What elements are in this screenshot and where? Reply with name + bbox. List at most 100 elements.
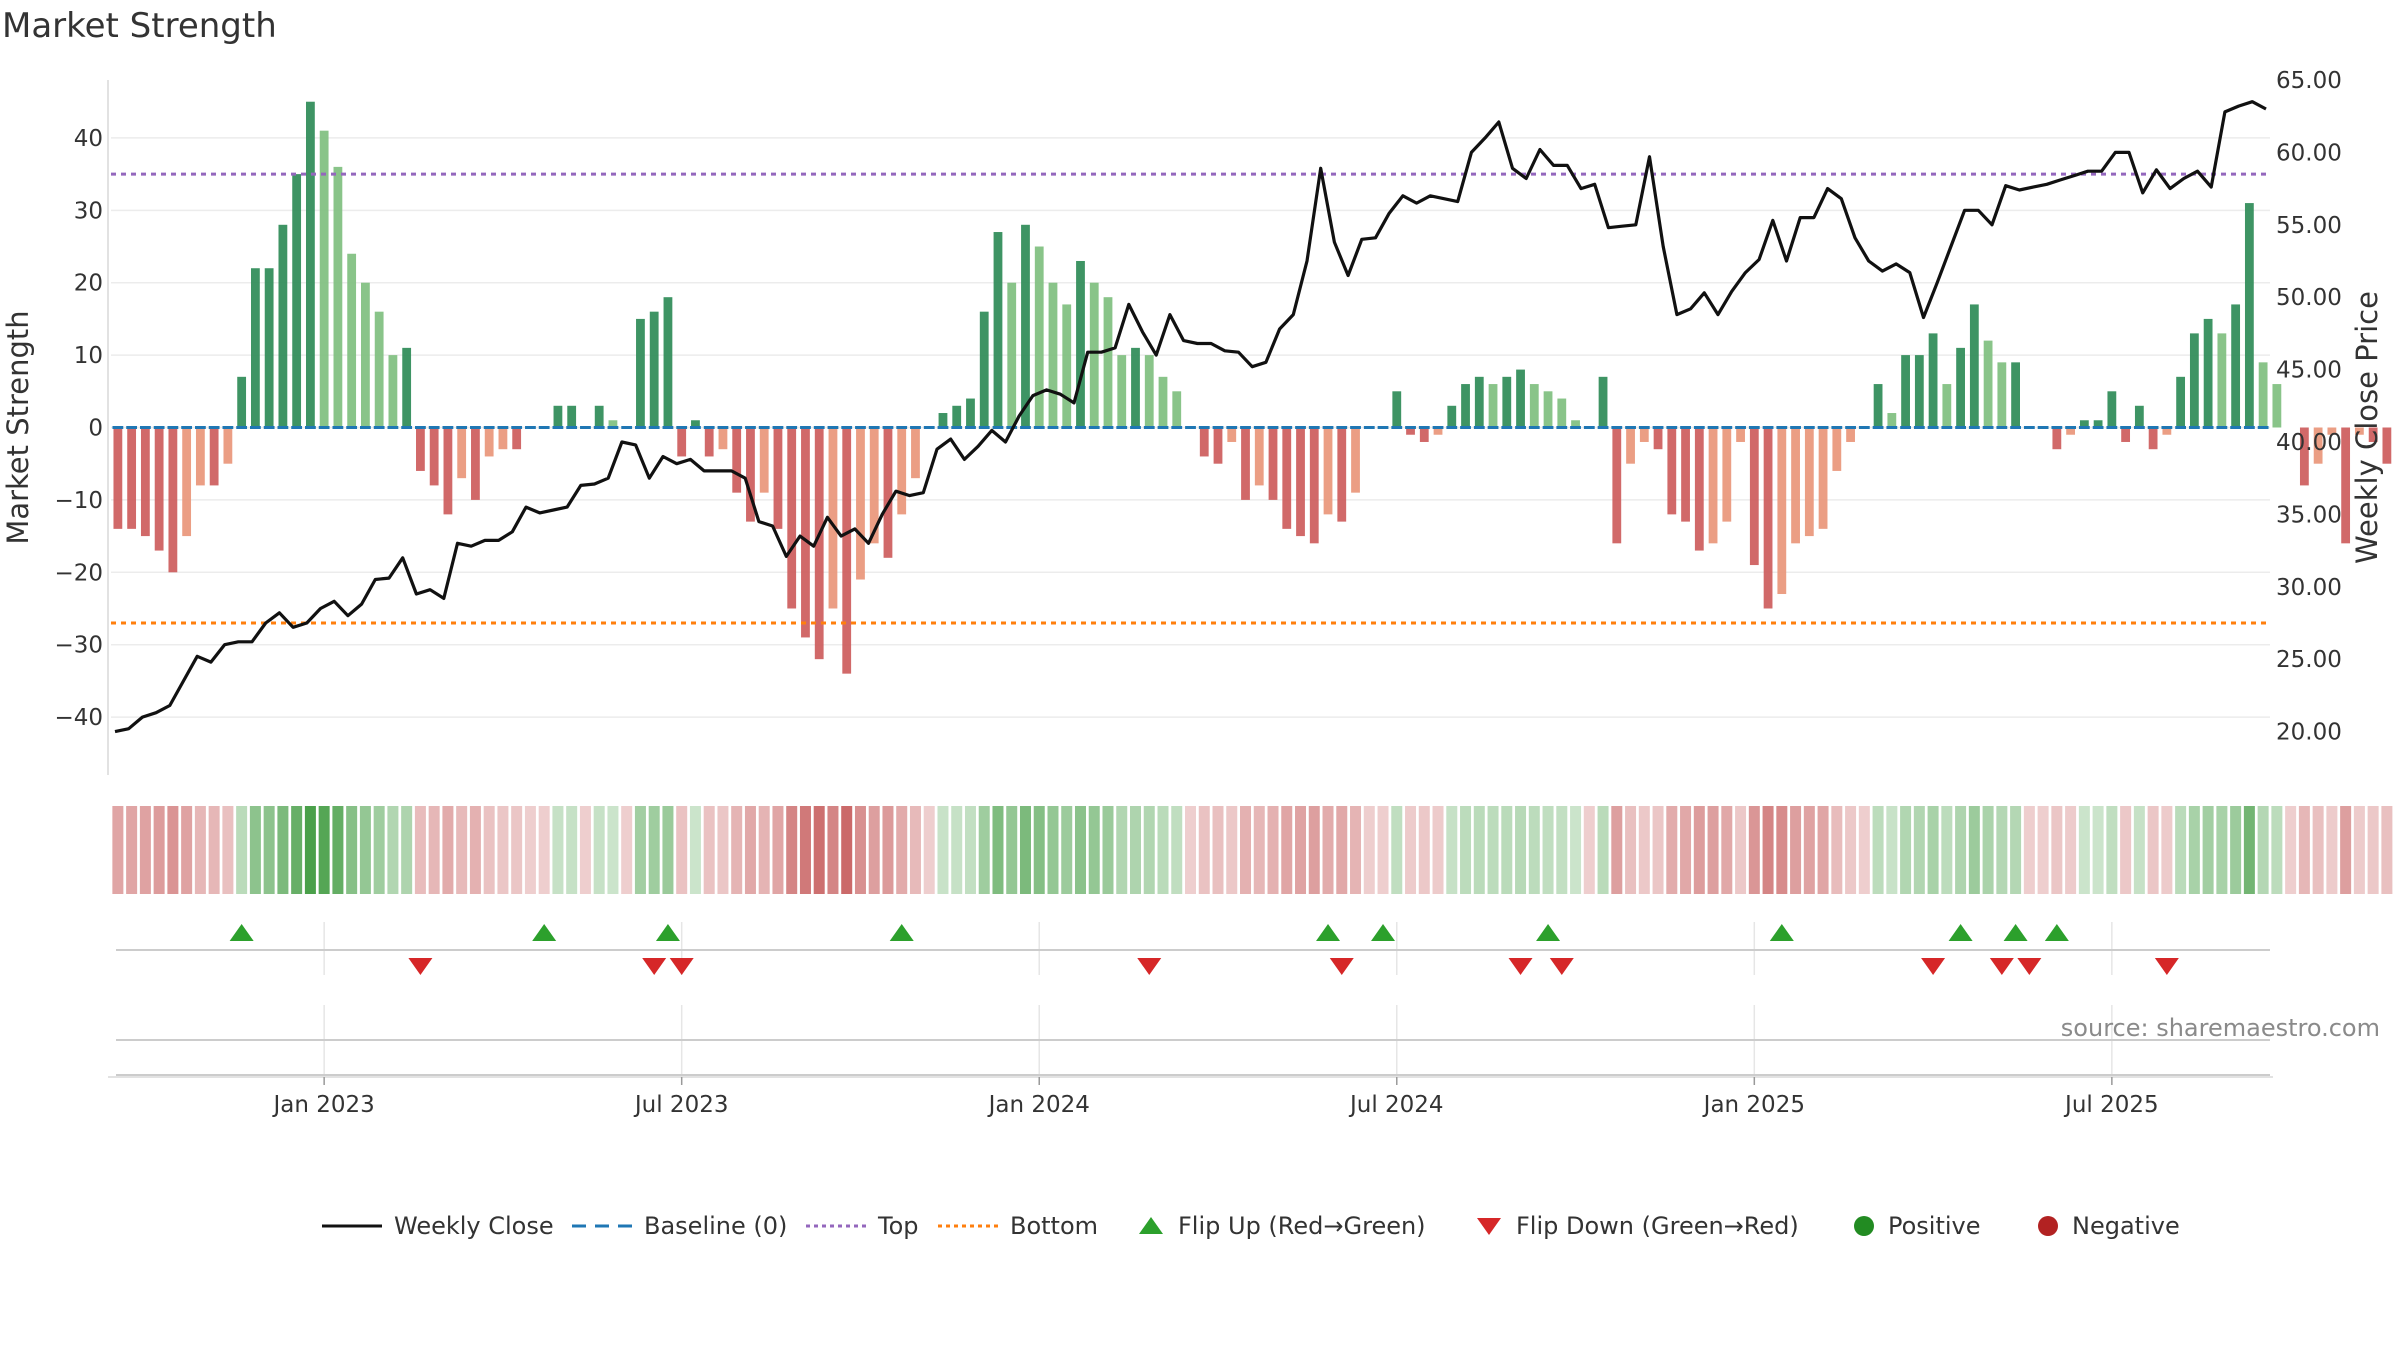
heat-cell: [1803, 806, 1815, 894]
legend-negative-label: Negative: [2072, 1212, 2180, 1240]
strength-bar: [512, 427, 522, 450]
heat-cell: [222, 806, 234, 894]
heat-cell: [1666, 806, 1678, 894]
heat-cell: [1295, 806, 1307, 894]
strength-bar: [649, 311, 659, 428]
heat-cell: [1886, 806, 1898, 894]
left-tick-label: 40: [74, 126, 103, 152]
heat-cell: [2230, 806, 2242, 894]
heat-cell: [1776, 806, 1788, 894]
heat-cell: [1047, 806, 1059, 894]
heat-cell: [456, 806, 468, 894]
strength-bar: [1461, 384, 1470, 428]
x-tick-label: Jan 2023: [271, 1092, 374, 1118]
heat-cell: [2381, 806, 2393, 894]
heat-cell: [1996, 806, 2008, 894]
strength-bar: [1557, 398, 1567, 428]
heat-cell: [332, 806, 344, 894]
strength-bar: [457, 427, 467, 479]
flip-up-marker: [1769, 924, 1794, 941]
flip-down-marker: [2017, 958, 2042, 975]
heat-cell: [662, 806, 674, 894]
left-tick-label: −10: [54, 488, 103, 514]
right-tick-label: 35.00: [2276, 502, 2342, 528]
strength-bar: [2162, 427, 2172, 435]
strength-bar: [1722, 427, 1732, 522]
strength-bar: [1804, 427, 1814, 537]
strength-bar: [2011, 362, 2020, 428]
right-tick-label: 65.00: [2276, 68, 2342, 94]
heat-cell: [1501, 806, 1513, 894]
strength-bar: [1832, 427, 1842, 471]
heat-cell: [139, 806, 151, 894]
strength-bar: [1323, 427, 1333, 515]
heat-cell: [2078, 806, 2090, 894]
heat-cell: [1006, 806, 1018, 894]
strength-bar: [1571, 420, 1580, 428]
strength-bar: [1474, 376, 1484, 428]
strength-bar: [2134, 405, 2144, 428]
legend-top: Top: [806, 1208, 919, 1244]
heat-cell: [1982, 806, 1994, 894]
heat-cell: [1542, 806, 1554, 894]
strength-bar: [1969, 304, 1979, 428]
strength-bar: [1351, 427, 1360, 493]
flip-down-marker: [1137, 958, 1162, 975]
strength-bar: [1062, 304, 1072, 428]
heat-cell: [304, 806, 316, 894]
heat-cell: [2037, 806, 2049, 894]
heat-cell: [1625, 806, 1637, 894]
heat-cell: [2161, 806, 2173, 894]
heat-cell: [2051, 806, 2063, 894]
negative-dot-icon: [2038, 1216, 2058, 1236]
right-tick-label: 60.00: [2276, 140, 2342, 166]
heat-cell: [1652, 806, 1664, 894]
strength-bar: [2079, 420, 2089, 428]
heat-cell: [1927, 806, 1939, 894]
legend-bottom-label: Bottom: [1010, 1212, 1099, 1240]
strength-bar: [484, 427, 494, 457]
strength-bar: [1846, 427, 1855, 442]
strength-bar: [1089, 282, 1099, 428]
strength-bar: [1406, 427, 1415, 435]
flip-down-marker: [1989, 958, 2014, 975]
strength-bar: [443, 427, 453, 515]
legend-flip-up-label: Flip Up (Red→Green): [1178, 1212, 1426, 1240]
strength-bar: [1144, 355, 1154, 428]
strength-bar: [1296, 427, 1305, 537]
flip-up-marker: [1371, 924, 1396, 941]
strength-bar: [1639, 427, 1649, 442]
strength-bar: [1254, 427, 1264, 486]
legend-positive-label: Positive: [1888, 1212, 1981, 1240]
strength-bar: [2107, 391, 2117, 428]
heat-cell: [1033, 806, 1045, 894]
strength-bar: [1626, 427, 1635, 464]
heat-cell: [1088, 806, 1100, 894]
strength-bar: [1818, 427, 1828, 529]
flip-down-marker: [1329, 958, 1354, 975]
heat-cell: [538, 806, 550, 894]
left-tick-label: 30: [74, 198, 103, 224]
strength-bar: [801, 427, 810, 638]
heat-cell: [744, 806, 756, 894]
strength-bar: [1694, 427, 1704, 551]
strength-bar: [1914, 355, 1924, 428]
strength-bar: [2313, 427, 2323, 464]
heat-cell: [2188, 806, 2200, 894]
strength-bar: [966, 398, 975, 428]
strength-bar: [1516, 369, 1525, 428]
strength-bar: [2176, 376, 2186, 428]
strength-bar: [237, 376, 247, 428]
right-tick-label: 20.00: [2276, 720, 2342, 746]
strength-bar: [1543, 391, 1553, 428]
left-tick-label: 10: [74, 343, 103, 369]
strength-bar: [2203, 318, 2213, 428]
heat-cell: [249, 806, 261, 894]
heat-cell: [1253, 806, 1265, 894]
positive-dot-icon: [1854, 1216, 1874, 1236]
heat-cell: [414, 806, 426, 894]
strength-bar: [746, 427, 755, 522]
heat-cell: [1460, 806, 1472, 894]
x-axis: Jan 2023 Jul 2023 Jan 2024 Jul 2024 Jan 2025…: [108, 1076, 2273, 1118]
strength-bar: [1681, 427, 1690, 522]
